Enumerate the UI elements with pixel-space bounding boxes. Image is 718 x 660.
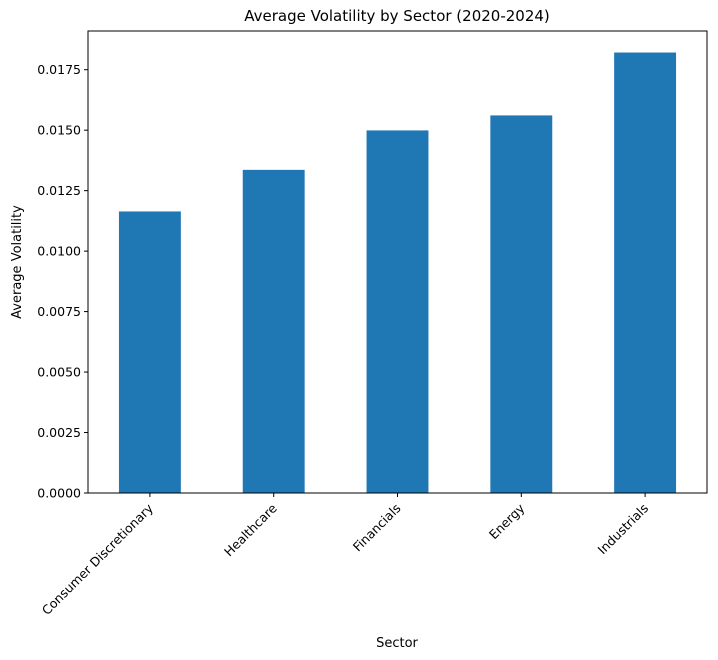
y-tick-label: 0.0000 [37, 486, 81, 501]
bar-consumer-discretionary [118, 211, 181, 493]
x-tick-label: Consumer Discretionary [39, 500, 157, 618]
x-axis: Consumer Discretionary Healthcare Financia… [39, 493, 652, 618]
y-tick-label: 0.0150 [37, 123, 81, 138]
x-tick-label: Financials [350, 501, 404, 555]
x-tick-label: Industrials [595, 501, 652, 558]
y-tick-label: 0.0050 [37, 365, 81, 380]
bar-energy [490, 115, 553, 494]
y-tick-label: 0.0100 [37, 244, 81, 259]
y-axis-label: Average Volatility [10, 205, 25, 319]
y-tick-label: 0.0075 [37, 304, 81, 319]
chart-title: Average Volatility by Sector (2020-2024) [244, 7, 550, 25]
x-axis-label: Sector [376, 636, 418, 651]
x-tick-label: Healthcare [221, 500, 280, 559]
y-axis: 0.0000 0.0025 0.0050 0.0075 0.0100 0.0125 0.01… [37, 62, 88, 501]
bars-group [118, 52, 677, 494]
y-tick-label: 0.0125 [37, 183, 81, 198]
bar-financials [366, 130, 429, 493]
x-tick-label: Energy [486, 500, 528, 542]
plot-frame [87, 30, 708, 494]
y-tick-label: 0.0025 [37, 425, 81, 440]
y-tick-label: 0.0175 [37, 62, 81, 77]
bar-industrials [614, 52, 677, 494]
bar-healthcare [242, 169, 305, 493]
